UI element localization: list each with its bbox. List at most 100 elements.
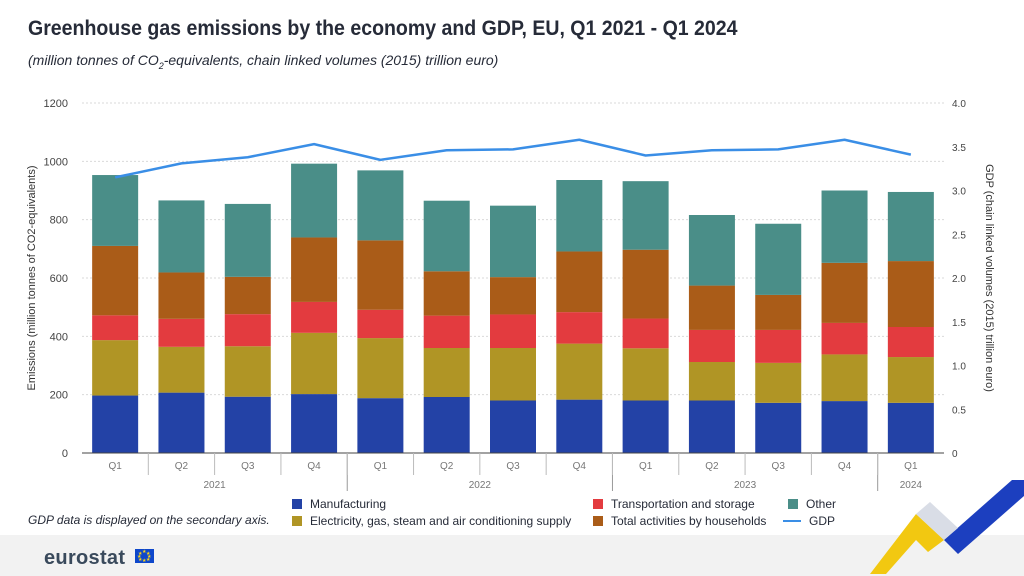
y2-tick-label: 0 <box>952 449 958 460</box>
bar-other <box>224 203 271 277</box>
bar-electricity <box>887 357 934 403</box>
x-tick-label: Q1 <box>639 461 653 472</box>
legend-swatch-electricity <box>292 516 302 526</box>
bar-households <box>887 261 934 327</box>
legend-swatch-manufacturing <box>292 499 302 509</box>
y-tick-label: 200 <box>50 390 68 402</box>
y2-tick-label: 2.5 <box>952 230 966 241</box>
y2-tick-label: 3.5 <box>952 143 966 154</box>
gdp-line-path <box>114 138 912 179</box>
x-tick-label: Q1 <box>374 461 388 472</box>
legend-swatch-households <box>593 516 603 526</box>
legend-item-transport: Transportation and storage <box>593 497 755 511</box>
bar-households <box>357 240 404 310</box>
bar-electricity <box>622 348 669 401</box>
bar-electricity <box>490 348 536 401</box>
bar-other <box>821 190 868 263</box>
legend-label-households: Total activities by households <box>611 514 767 528</box>
bar-other <box>158 200 205 273</box>
eu-flag-icon: ★ ★ ★ ★ ★ ★ ★ ★ <box>135 549 154 564</box>
y-tick-label: 800 <box>50 215 68 227</box>
legend-label-other: Other <box>806 497 837 511</box>
bar-manufacturing <box>158 392 205 453</box>
legend-item-electricity: Electricity, gas, steam and air conditio… <box>292 514 571 528</box>
eurostat-logo[interactable]: eurostat <box>44 547 126 569</box>
bar-manufacturing <box>423 397 470 453</box>
legend-swatch-gdp <box>783 520 801 522</box>
legend-label-electricity: Electricity, gas, steam and air conditio… <box>310 514 572 528</box>
y-tick-label: 1200 <box>44 98 68 110</box>
bar-households <box>158 272 205 319</box>
bar-electricity <box>423 348 470 397</box>
bar-transport <box>224 314 271 347</box>
x-tick-label: Q4 <box>838 461 852 472</box>
x-tick-label: Q3 <box>772 461 786 472</box>
bar-other <box>755 223 802 295</box>
y-tick-label: 400 <box>50 331 68 343</box>
bar-other <box>887 191 934 262</box>
legend-item-households: Total activities by households <box>593 514 766 528</box>
bar-households <box>622 249 669 319</box>
bar-households <box>490 277 536 315</box>
bar-manufacturing <box>755 402 802 453</box>
bar-other <box>357 170 404 241</box>
bar-transport <box>92 315 139 341</box>
bar-households <box>291 237 338 302</box>
bar-stacks <box>92 163 934 453</box>
bar-households <box>92 245 139 316</box>
bar-transport <box>688 329 735 362</box>
chart: 0 200 400 600 800 1000 1200 0 0.5 1.0 1.5 2.0 2.5 3.0… <box>26 98 995 491</box>
x-tick-label: Q2 <box>705 461 719 472</box>
bar-transport <box>423 315 470 348</box>
year-label: 2022 <box>469 480 492 491</box>
x-tick-label: Q2 <box>175 461 189 472</box>
legend-item-other: Other <box>788 497 836 511</box>
bar-transport <box>291 301 338 333</box>
y2-tick-label: 3.0 <box>952 187 966 198</box>
bar-transport <box>158 318 205 347</box>
bar-manufacturing <box>821 401 868 453</box>
bar-electricity <box>688 362 735 401</box>
x-tick-label: Q2 <box>440 461 454 472</box>
bar-transport <box>357 309 404 339</box>
y-tick-label: 600 <box>50 273 68 285</box>
bar-manufacturing <box>688 400 735 453</box>
bar-households <box>423 271 470 316</box>
legend-item-gdp: GDP <box>783 514 835 528</box>
bar-electricity <box>821 354 868 402</box>
bar-other <box>622 181 669 250</box>
legend-swatch-transport <box>593 499 603 509</box>
gdp-line <box>114 138 912 179</box>
bar-electricity <box>755 362 802 403</box>
legend-item-manufacturing: Manufacturing <box>292 497 386 511</box>
x-tick-label: Q1 <box>108 461 122 472</box>
x-tick-label: Q1 <box>904 461 918 472</box>
footer: eurostat ★ ★ ★ ★ ★ ★ ★ ★ <box>0 535 1024 576</box>
bar-manufacturing <box>224 396 271 453</box>
bar-transport <box>887 327 934 358</box>
y2-tick-label: 1.5 <box>952 318 966 329</box>
bar-other <box>688 215 735 286</box>
bar-transport <box>556 312 603 344</box>
bar-transport <box>755 329 802 363</box>
y2-axis-title: GDP (chain linked volumes (2015) trillio… <box>983 164 995 392</box>
bar-other <box>92 175 139 246</box>
y-tick-label: 0 <box>62 448 68 460</box>
bar-manufacturing <box>291 394 338 453</box>
bar-households <box>688 285 735 330</box>
bar-electricity <box>357 338 404 399</box>
bar-electricity <box>92 340 139 396</box>
y-axis-title: Emissions (million tonnes of CO2-equival… <box>26 166 38 391</box>
bar-electricity <box>291 332 338 395</box>
decorative-chevron-icon <box>870 480 1024 574</box>
year-label: 2021 <box>203 480 226 491</box>
y2-tick-label: 0.5 <box>952 405 966 416</box>
chart-title: Greenhouse gas emissions by the economy … <box>28 17 738 40</box>
bar-other <box>423 200 470 272</box>
bar-other <box>556 180 603 252</box>
bar-transport <box>821 322 868 355</box>
y2-tick-label: 1.0 <box>952 362 966 373</box>
bar-electricity <box>556 343 603 400</box>
x-tick-label: Q3 <box>241 461 255 472</box>
